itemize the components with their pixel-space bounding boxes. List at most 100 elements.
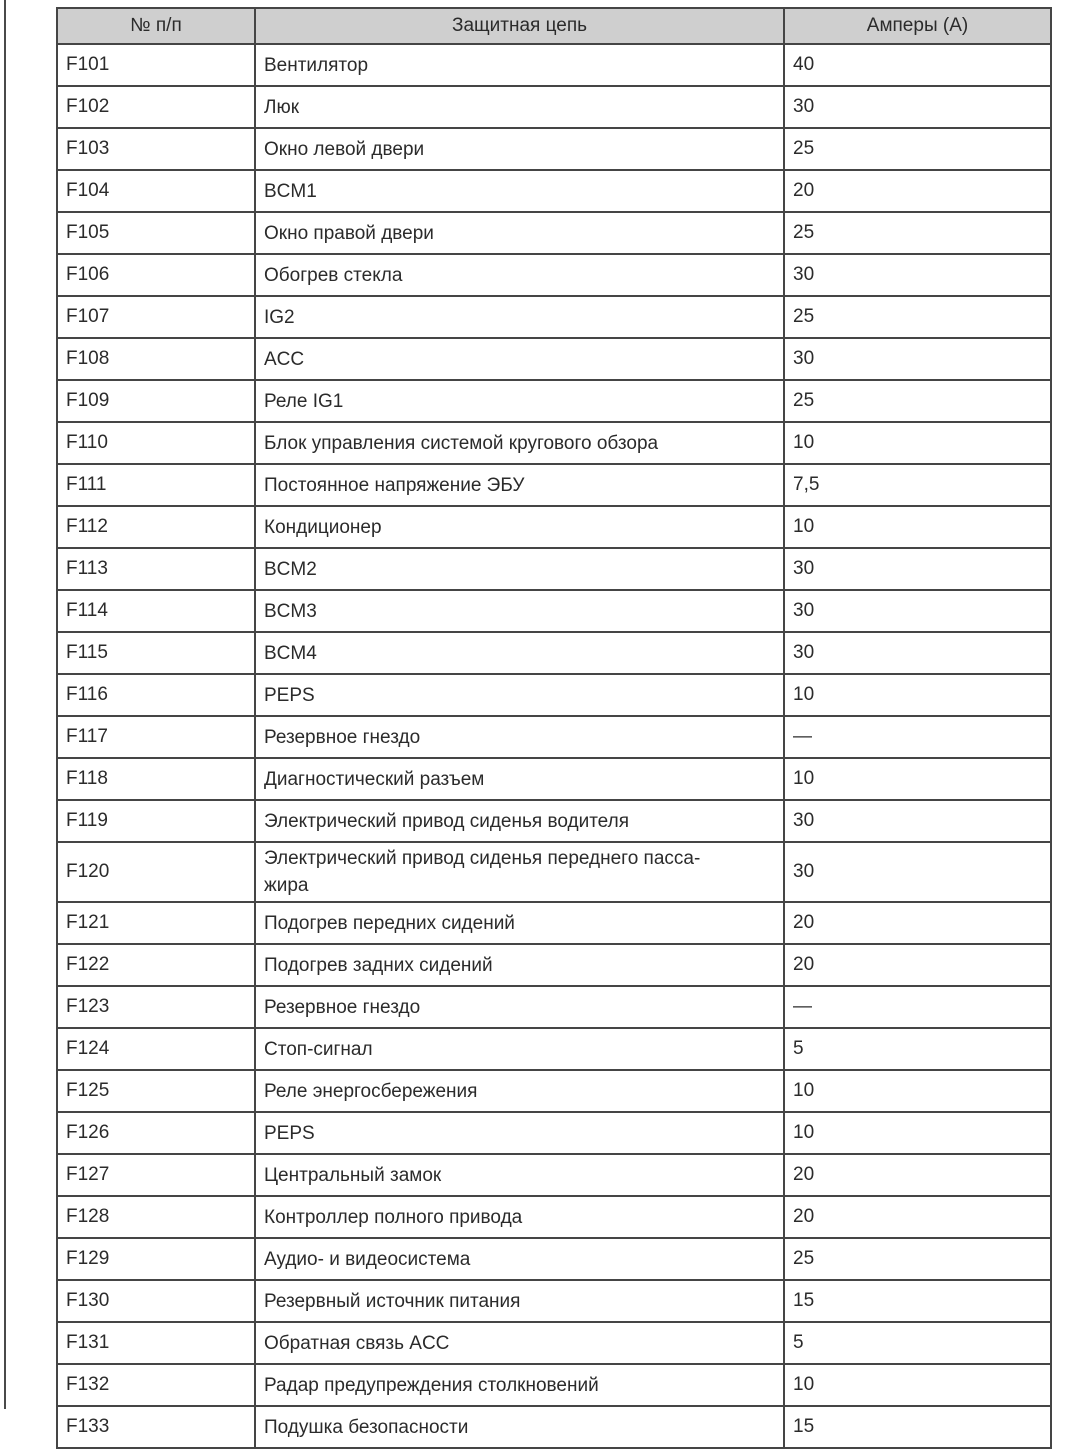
circuit-cell: BCM1 <box>254 169 785 213</box>
fuse-id-cell: F123 <box>56 985 256 1029</box>
amps-cell: 25 <box>783 127 1052 171</box>
fuse-table: № п/п Защитная цепь Амперы (А) F101 Вент… <box>56 7 1052 1449</box>
circuit-cell: Радар предупреждения столкновений <box>254 1363 785 1407</box>
table-row: F130 Резервный источник питания 15 <box>56 1279 1052 1323</box>
circuit-cell: Блок управления системой кругового обзор… <box>254 421 785 465</box>
table-row: F113 BCM2 30 <box>56 547 1052 591</box>
amps-cell: 30 <box>783 337 1052 381</box>
amps-cell: 30 <box>783 631 1052 675</box>
amps-cell: 20 <box>783 169 1052 213</box>
table-row: F117 Резервное гнездо — <box>56 715 1052 759</box>
table-row: F123 Резервное гнездо — <box>56 985 1052 1029</box>
fuse-id-cell: F107 <box>56 295 256 339</box>
amps-cell: 7,5 <box>783 463 1052 507</box>
table-row: F120 Электрический привод сиденья передн… <box>56 841 1052 903</box>
fuse-id-cell: F108 <box>56 337 256 381</box>
circuit-cell: Резервное гнездо <box>254 985 785 1029</box>
circuit-cell: IG2 <box>254 295 785 339</box>
table-row: F118 Диагностический разъем 10 <box>56 757 1052 801</box>
amps-cell: 40 <box>783 43 1052 87</box>
fuse-id-cell: F122 <box>56 943 256 987</box>
fuse-id-cell: F124 <box>56 1027 256 1071</box>
circuit-cell: PEPS <box>254 673 785 717</box>
table-row: F112 Кондиционер 10 <box>56 505 1052 549</box>
header-row: № п/п Защитная цепь Амперы (А) <box>56 7 1052 45</box>
table-row: F107 IG2 25 <box>56 295 1052 339</box>
table-row: F116 PEPS 10 <box>56 673 1052 717</box>
fuse-id-cell: F102 <box>56 85 256 129</box>
table-row: F126 PEPS 10 <box>56 1111 1052 1155</box>
circuit-cell: Электрический привод сиденья водителя <box>254 799 785 843</box>
fuse-id-cell: F126 <box>56 1111 256 1155</box>
circuit-cell: Окно левой двери <box>254 127 785 171</box>
amps-cell: 20 <box>783 1195 1052 1239</box>
amps-cell: — <box>783 985 1052 1029</box>
amps-cell: 10 <box>783 1363 1052 1407</box>
fuse-id-cell: F116 <box>56 673 256 717</box>
circuit-cell: Резервное гнездо <box>254 715 785 759</box>
circuit-cell: Подогрев передних сидений <box>254 901 785 945</box>
fuse-id-cell: F105 <box>56 211 256 255</box>
amps-cell: 20 <box>783 901 1052 945</box>
amps-cell: 5 <box>783 1321 1052 1365</box>
table-row: F104 BCM1 20 <box>56 169 1052 213</box>
circuit-cell: ACC <box>254 337 785 381</box>
fuse-id-cell: F121 <box>56 901 256 945</box>
amps-cell: 30 <box>783 85 1052 129</box>
table-row: F125 Реле энергосбережения 10 <box>56 1069 1052 1113</box>
fuse-id-cell: F114 <box>56 589 256 633</box>
table-row: F111 Постоянное напряжение ЭБУ 7,5 <box>56 463 1052 507</box>
circuit-cell: BCM3 <box>254 589 785 633</box>
amps-cell: 5 <box>783 1027 1052 1071</box>
table-row: F102 Люк 30 <box>56 85 1052 129</box>
amps-cell: 20 <box>783 943 1052 987</box>
fuse-id-cell: F112 <box>56 505 256 549</box>
column-header-number: № п/п <box>56 7 256 45</box>
circuit-cell: Стоп-сигнал <box>254 1027 785 1071</box>
table-row: F121 Подогрев передних сидений 20 <box>56 901 1052 945</box>
circuit-cell: Контроллер полного привода <box>254 1195 785 1239</box>
fuse-id-cell: F106 <box>56 253 256 297</box>
circuit-cell: Реле IG1 <box>254 379 785 423</box>
table-row: F133 Подушка безопасности 15 <box>56 1405 1052 1449</box>
table-row: F108 ACC 30 <box>56 337 1052 381</box>
amps-cell: 15 <box>783 1405 1052 1449</box>
circuit-cell: Диагностический разъем <box>254 757 785 801</box>
table-row: F115 BCM4 30 <box>56 631 1052 675</box>
amps-cell: 10 <box>783 673 1052 717</box>
fuse-id-cell: F110 <box>56 421 256 465</box>
fuse-id-cell: F104 <box>56 169 256 213</box>
circuit-cell: Кондиционер <box>254 505 785 549</box>
table-row: F131 Обратная связь ACC 5 <box>56 1321 1052 1365</box>
fuse-id-cell: F118 <box>56 757 256 801</box>
table-row: F122 Подогрев задних сидений 20 <box>56 943 1052 987</box>
amps-cell: 25 <box>783 295 1052 339</box>
table-row: F132 Радар предупреждения столкновений 1… <box>56 1363 1052 1407</box>
amps-cell: 10 <box>783 757 1052 801</box>
table-row: F124 Стоп-сигнал 5 <box>56 1027 1052 1071</box>
fuse-id-cell: F119 <box>56 799 256 843</box>
amps-cell: 30 <box>783 799 1052 843</box>
amps-cell: 25 <box>783 211 1052 255</box>
table-row: F103 Окно левой двери 25 <box>56 127 1052 171</box>
fuse-id-cell: F109 <box>56 379 256 423</box>
table-row: F110 Блок управления системой кругового … <box>56 421 1052 465</box>
amps-cell: 10 <box>783 421 1052 465</box>
fuse-id-cell: F111 <box>56 463 256 507</box>
circuit-cell: Подушка безопасности <box>254 1405 785 1449</box>
circuit-cell: Обогрев стекла <box>254 253 785 297</box>
fuse-id-cell: F133 <box>56 1405 256 1449</box>
fuse-id-cell: F125 <box>56 1069 256 1113</box>
fuse-id-cell: F113 <box>56 547 256 591</box>
table-row: F129 Аудио- и видеосистема 25 <box>56 1237 1052 1281</box>
page-left-rule <box>4 0 6 1409</box>
table-row: F106 Обогрев стекла 30 <box>56 253 1052 297</box>
amps-cell: 30 <box>783 547 1052 591</box>
fuse-id-cell: F132 <box>56 1363 256 1407</box>
amps-cell: 30 <box>783 841 1052 903</box>
amps-cell: 20 <box>783 1153 1052 1197</box>
circuit-cell: Окно правой двери <box>254 211 785 255</box>
fuse-id-cell: F131 <box>56 1321 256 1365</box>
table-row: F101 Вентилятор 40 <box>56 43 1052 87</box>
amps-cell: 10 <box>783 505 1052 549</box>
